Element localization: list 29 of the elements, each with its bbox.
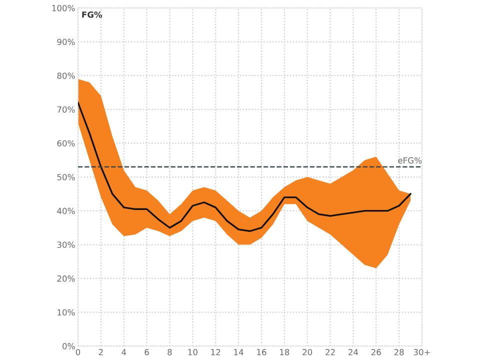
y-tick-label: 80% bbox=[57, 72, 75, 79]
x-tick-label: 18 bbox=[280, 348, 290, 356]
x-tick-label: 6 bbox=[144, 348, 149, 356]
x-tick-label: 28 bbox=[394, 348, 404, 356]
x-tick-label: 0 bbox=[76, 348, 80, 356]
y-tick-label: 0% bbox=[62, 343, 75, 350]
y-axis-title: FG% bbox=[82, 11, 102, 18]
y-tick-label: 40% bbox=[57, 208, 75, 214]
x-tick-label: 4 bbox=[122, 349, 126, 356]
x-tick-label: 8 bbox=[168, 348, 172, 356]
y-tick-label: 60% bbox=[57, 140, 75, 146]
x-tick-label: 2 bbox=[98, 348, 103, 356]
x-tick-label: 22 bbox=[326, 348, 335, 356]
x-tick-label: 20 bbox=[302, 348, 312, 356]
x-tick-label: 16 bbox=[257, 348, 266, 356]
x-tick-label: 24 bbox=[348, 348, 358, 356]
x-tick-label: 26 bbox=[371, 348, 381, 356]
y-tick-label: 100% bbox=[52, 4, 75, 12]
x-tick-label: 14 bbox=[234, 349, 244, 356]
y-tick-label: 50% bbox=[57, 174, 75, 180]
ref-line-label: eFG% bbox=[398, 157, 422, 164]
y-tick-label: 20% bbox=[57, 275, 75, 282]
x-tick-label: 12 bbox=[211, 348, 220, 356]
y-tick-label: 90% bbox=[57, 38, 75, 46]
y-tick-label: 70% bbox=[57, 106, 75, 113]
y-tick-label: 30% bbox=[57, 242, 75, 248]
x-tick-label: 30+ bbox=[414, 348, 430, 356]
y-tick-label: 10% bbox=[58, 309, 75, 316]
x-tick-label: 10 bbox=[188, 348, 198, 356]
